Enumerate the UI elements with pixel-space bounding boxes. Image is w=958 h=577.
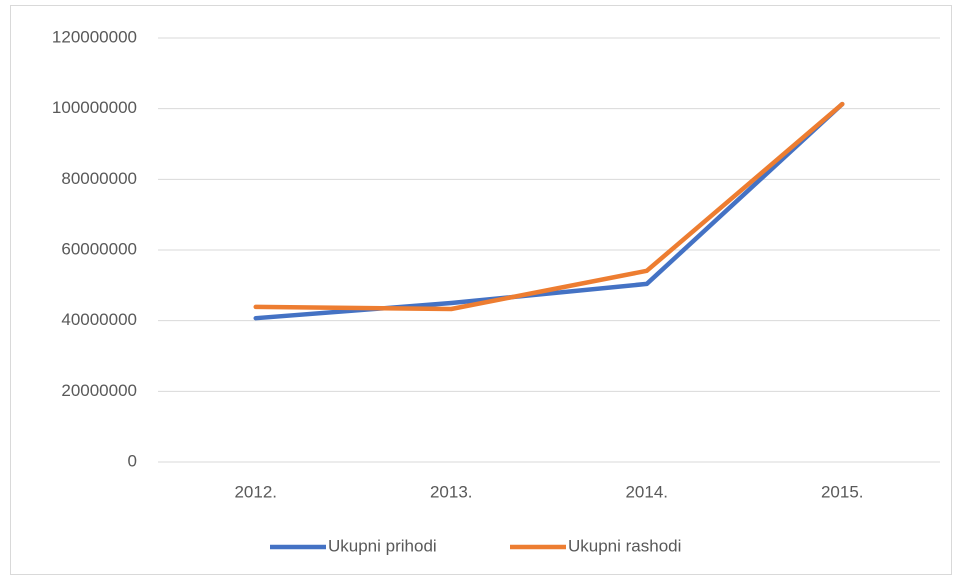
y-tick-label: 0 (128, 451, 137, 470)
chart-border (10, 5, 952, 575)
x-tick-label: 2013. (430, 482, 473, 501)
x-tick-label: 2014. (625, 482, 668, 501)
y-tick-label: 80000000 (61, 169, 137, 188)
y-tick-label: 100000000 (52, 98, 137, 117)
x-tick-label: 2015. (821, 482, 864, 501)
y-tick-label: 60000000 (61, 239, 137, 258)
y-tick-label: 20000000 (61, 381, 137, 400)
series-line (253, 101, 845, 312)
x-tick-label: 2012. (234, 482, 277, 501)
legend-label: Ukupni rashodi (568, 536, 681, 555)
series-line (253, 101, 845, 321)
legend-label: Ukupni prihodi (328, 536, 437, 555)
y-tick-label: 40000000 (61, 310, 137, 329)
y-tick-label: 120000000 (52, 27, 137, 46)
